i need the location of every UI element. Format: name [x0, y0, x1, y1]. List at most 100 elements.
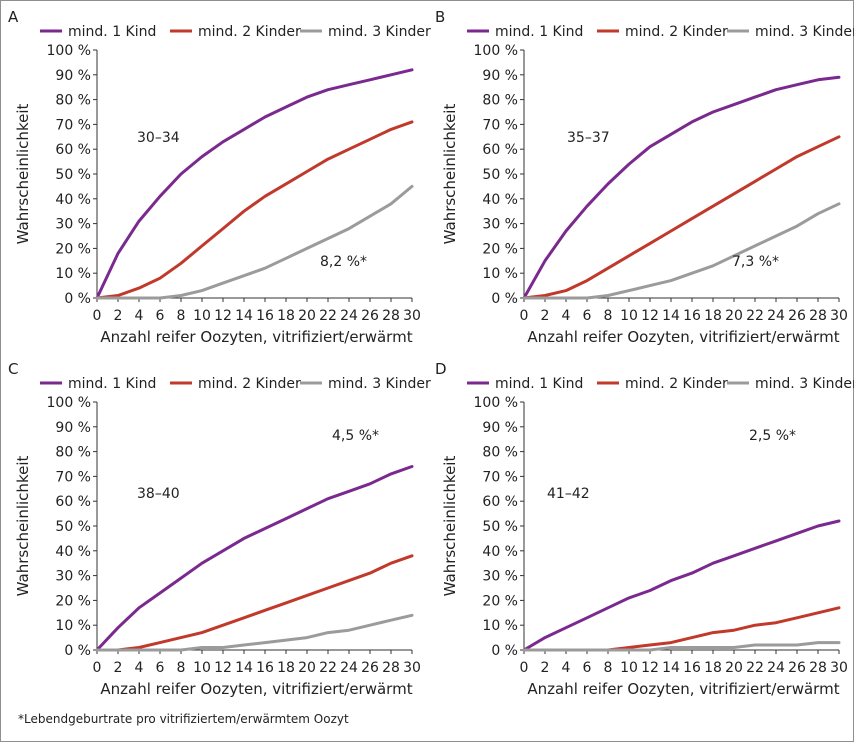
live-birth-rate-annotation: 2,5 %*: [749, 428, 796, 444]
y-tick-label: 30 %: [482, 217, 518, 233]
live-birth-rate-annotation: 8,2 %*: [320, 254, 367, 270]
x-tick-label: 24: [340, 308, 358, 324]
legend-label: mind. 1 Kind: [495, 24, 583, 40]
x-tick-label: 22: [319, 308, 337, 324]
x-tick-label: 8: [177, 660, 186, 676]
series-line: [95, 120, 414, 300]
x-tick-label: 10: [193, 660, 211, 676]
x-tick-label: 30: [830, 308, 848, 324]
x-tick-label: 18: [704, 308, 722, 324]
legend-label: mind. 3 Kinder: [755, 24, 854, 40]
legend-label: mind. 1 Kind: [68, 24, 156, 40]
y-tick-label: 20 %: [55, 593, 91, 609]
y-tick-label: 0 %: [491, 643, 518, 659]
y-axis-title: Wahrscheinlichkeit: [14, 456, 32, 597]
legend-label: mind. 1 Kind: [68, 376, 156, 392]
panel-letter: C: [8, 360, 18, 378]
legend-label: mind. 3 Kinder: [328, 24, 431, 40]
y-tick-label: 100 %: [47, 43, 91, 59]
series-line: [522, 519, 841, 652]
y-tick-label: 0 %: [64, 291, 91, 307]
x-tick-label: 16: [683, 660, 701, 676]
y-tick-label: 90 %: [55, 68, 91, 84]
x-axis-title: Anzahl reifer Oozyten, vitrifiziert/erwä…: [100, 328, 412, 346]
x-tick-label: 14: [235, 660, 253, 676]
y-tick-label: 100 %: [474, 395, 518, 411]
x-tick-label: 2: [114, 660, 123, 676]
x-tick-label: 20: [298, 660, 316, 676]
y-tick-label: 80 %: [482, 445, 518, 461]
legend-label: mind. 1 Kind: [495, 376, 583, 392]
x-tick-label: 20: [725, 308, 743, 324]
y-tick-label: 80 %: [55, 93, 91, 109]
panel-letter: A: [8, 8, 19, 26]
x-tick-label: 26: [788, 660, 806, 676]
y-tick-label: 80 %: [55, 445, 91, 461]
y-tick-label: 0 %: [491, 291, 518, 307]
x-tick-label: 14: [662, 308, 680, 324]
x-tick-label: 0: [520, 308, 529, 324]
series-line: [95, 465, 414, 652]
y-tick-label: 10 %: [55, 618, 91, 634]
x-tick-label: 6: [156, 660, 165, 676]
x-tick-label: 22: [746, 660, 764, 676]
x-tick-label: 8: [604, 308, 613, 324]
x-tick-label: 22: [319, 660, 337, 676]
x-tick-label: 6: [156, 308, 165, 324]
x-tick-label: 2: [541, 660, 550, 676]
x-tick-label: 4: [562, 660, 571, 676]
live-birth-rate-annotation: 4,5 %*: [332, 428, 379, 444]
y-tick-label: 90 %: [482, 420, 518, 436]
x-tick-label: 2: [114, 308, 123, 324]
x-tick-label: 12: [641, 660, 659, 676]
y-tick-label: 100 %: [47, 395, 91, 411]
x-tick-label: 8: [604, 660, 613, 676]
x-tick-label: 14: [662, 660, 680, 676]
live-birth-rate-annotation: 7,3 %*: [732, 254, 779, 270]
x-tick-label: 12: [641, 308, 659, 324]
y-axis-title: Wahrscheinlichkeit: [14, 104, 32, 245]
x-tick-label: 26: [361, 308, 379, 324]
y-tick-label: 50 %: [55, 519, 91, 535]
x-tick-label: 8: [177, 308, 186, 324]
y-tick-label: 40 %: [482, 544, 518, 560]
y-tick-label: 30 %: [55, 217, 91, 233]
y-tick-label: 50 %: [482, 519, 518, 535]
x-tick-label: 16: [256, 660, 274, 676]
series-line: [95, 68, 414, 300]
x-tick-label: 20: [725, 660, 743, 676]
y-tick-label: 60 %: [482, 494, 518, 510]
x-tick-label: 4: [135, 660, 144, 676]
x-tick-label: 18: [277, 660, 295, 676]
y-tick-label: 40 %: [482, 192, 518, 208]
y-tick-label: 70 %: [482, 469, 518, 485]
y-tick-label: 70 %: [55, 469, 91, 485]
age-group-annotation: 30–34: [137, 130, 180, 146]
age-group-annotation: 35–37: [567, 130, 610, 146]
y-tick-label: 50 %: [55, 167, 91, 183]
y-tick-label: 90 %: [55, 420, 91, 436]
x-tick-label: 30: [403, 660, 421, 676]
x-tick-label: 12: [214, 660, 232, 676]
series-line: [95, 554, 414, 652]
x-tick-label: 30: [403, 308, 421, 324]
y-tick-label: 10 %: [55, 266, 91, 282]
x-tick-label: 0: [93, 660, 102, 676]
x-tick-label: 16: [683, 308, 701, 324]
x-axis-title: Anzahl reifer Oozyten, vitrifiziert/erwä…: [527, 680, 839, 698]
y-tick-label: 80 %: [482, 93, 518, 109]
x-tick-label: 22: [746, 308, 764, 324]
x-tick-label: 26: [788, 308, 806, 324]
panel-letter: B: [435, 8, 445, 26]
y-tick-label: 20 %: [55, 241, 91, 257]
x-tick-label: 28: [382, 308, 400, 324]
y-tick-label: 60 %: [55, 494, 91, 510]
y-tick-label: 10 %: [482, 618, 518, 634]
age-group-annotation: 38–40: [137, 486, 180, 502]
y-tick-label: 20 %: [482, 593, 518, 609]
